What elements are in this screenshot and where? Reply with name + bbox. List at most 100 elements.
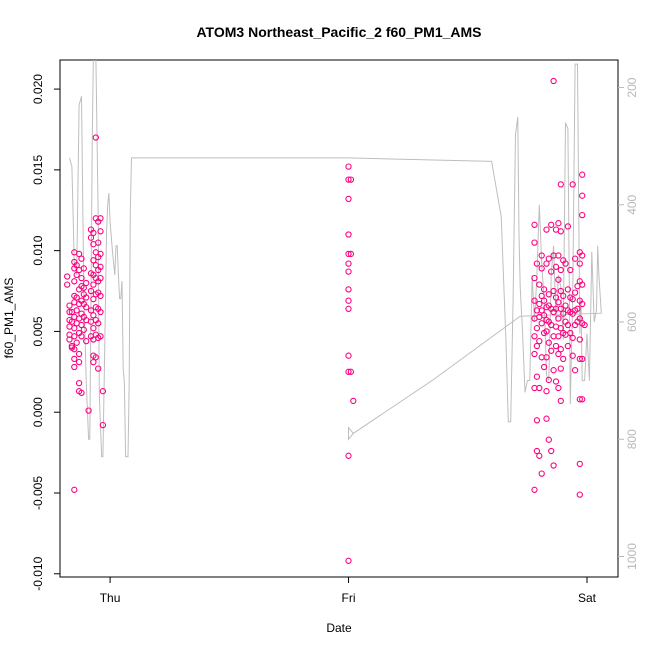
data-point [83,304,90,311]
data-point [536,300,543,308]
y2-tick-label: 600 [625,312,639,332]
data-point [531,486,538,493]
y-tick-label: 0.005 [31,316,45,346]
data-point [347,250,355,258]
data-point [569,352,576,359]
x-tick-label: Sat [578,591,597,605]
data-point [75,358,83,366]
data-point [548,221,555,228]
data-point [571,255,579,262]
data-point [564,223,572,230]
data-point [574,305,581,312]
data-point [557,346,564,353]
data-point [71,355,78,363]
chart-title: ATOM3 Northeast_Pacific_2 f60_PM1_AMS [196,24,481,40]
data-point [579,396,586,403]
data-point [345,260,352,267]
data-point [90,257,97,264]
data-point [75,250,83,258]
data-point [569,295,576,303]
data-point [345,557,352,564]
line-layer [69,60,602,458]
data-point [540,286,548,293]
data-point [538,307,545,314]
data-point [64,281,71,288]
data-point [564,286,572,293]
data-point [548,268,555,275]
x-tick-label: Fri [342,591,356,605]
data-point [85,407,92,414]
data-point [579,281,586,288]
data-point [576,315,583,322]
data-point [95,365,102,372]
data-point [540,312,548,319]
data-point [78,255,85,262]
data-point [90,281,97,288]
data-point [83,337,90,345]
data-point [533,325,541,332]
data-point [347,368,355,375]
data-point [571,367,579,374]
data-point [538,470,545,477]
data-point [345,297,352,304]
data-point [550,287,557,295]
data-point [576,396,583,403]
data-point [345,195,352,203]
data-point [71,333,78,340]
y2-tick-label: 400 [625,194,639,214]
data-point [569,181,576,188]
data-point [80,326,87,333]
data-point [564,321,572,329]
data-point [548,347,555,354]
data-point [87,234,95,241]
data-point [569,334,576,342]
data-point [345,163,352,170]
data-point [64,273,71,280]
data-point [78,274,85,282]
data-point [545,436,552,443]
points-layer [64,77,588,564]
data-point [97,263,104,270]
data-point [78,389,85,396]
data-point [545,339,552,346]
data-point [571,289,579,296]
data-point [557,365,564,372]
data-point [78,333,85,340]
data-point [80,284,87,291]
y-tick-label: 0.015 [31,155,45,185]
data-point [567,266,574,274]
data-point [347,176,355,183]
data-point [71,346,78,353]
data-point [83,294,90,301]
data-point [92,354,99,361]
data-point [536,281,543,288]
data-point [73,339,80,346]
data-point [345,231,352,238]
data-point [345,286,352,293]
y2-axis-right: 200 400 600 800 1000 [618,77,639,570]
data-point [560,310,567,317]
data-point [557,287,564,295]
y2-tick-label: 800 [625,429,639,449]
data-point [90,229,97,237]
data-point [531,274,538,282]
data-point [345,268,352,275]
data-point [71,278,78,285]
data-point [531,297,538,304]
data-point [99,388,107,395]
data-point [538,320,545,327]
y2-tick-label: 200 [625,77,639,97]
data-point [87,307,95,314]
data-point [92,134,99,141]
series-line [69,60,602,458]
data-point [345,305,352,312]
data-point [536,384,543,392]
data-point [552,263,560,270]
data-point [90,295,97,303]
data-point [533,447,541,455]
data-point [71,325,78,332]
data-point [555,299,562,306]
y-tick-label: 0.020 [31,74,45,104]
data-point [562,260,569,267]
